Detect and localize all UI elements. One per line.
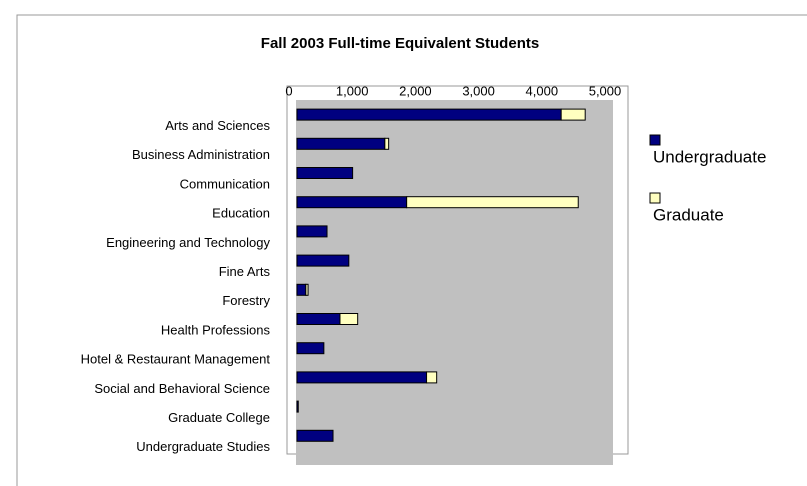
bar: [426, 371, 438, 384]
plot-area: [296, 100, 613, 465]
y-tick-label: Engineering and Technology: [106, 235, 270, 250]
legend-label: Graduate: [653, 205, 724, 224]
x-tick-label: 3,000: [462, 83, 495, 98]
legend-label: Undergraduate: [653, 147, 766, 166]
bar: [296, 313, 341, 325]
bar: [296, 108, 562, 121]
bar: [560, 108, 586, 121]
x-tick-label: 2,000: [399, 83, 432, 98]
x-tick-label: 1,000: [336, 83, 369, 98]
bar: [406, 196, 579, 209]
y-tick-label: Fine Arts: [219, 264, 271, 279]
bar: [296, 429, 334, 442]
bar: [296, 400, 299, 413]
bar: [296, 254, 350, 267]
bar: [296, 137, 386, 150]
chart-title: Fall 2003 Full-time Equivalent Students: [261, 35, 539, 52]
y-tick-label: Social and Behavioral Science: [94, 381, 270, 396]
bar: [339, 313, 359, 325]
y-tick-label: Communication: [180, 176, 270, 191]
y-tick-label: Forestry: [222, 293, 270, 308]
bar: [296, 167, 354, 179]
bar: [384, 137, 390, 150]
x-tick-label: 4,000: [526, 83, 559, 98]
y-tick-label: Education: [212, 206, 270, 221]
x-tick-label: 0: [285, 83, 292, 98]
bar: [296, 342, 325, 355]
x-tick-label: 5,000: [589, 83, 622, 98]
legend-swatch: [649, 134, 661, 146]
bar: [296, 225, 328, 238]
bar: [305, 283, 309, 296]
y-tick-label: Hotel & Restaurant Management: [81, 352, 271, 367]
bar: [296, 283, 307, 296]
y-tick-label: Arts and Sciences: [165, 118, 270, 133]
y-tick-label: Business Administration: [132, 147, 270, 162]
bar: [296, 196, 408, 209]
y-tick-label: Undergraduate Studies: [136, 439, 270, 454]
y-tick-label: Graduate College: [168, 410, 270, 425]
y-tick-label: Health Professions: [161, 322, 271, 337]
legend-swatch: [649, 192, 661, 204]
bar: [296, 371, 428, 384]
